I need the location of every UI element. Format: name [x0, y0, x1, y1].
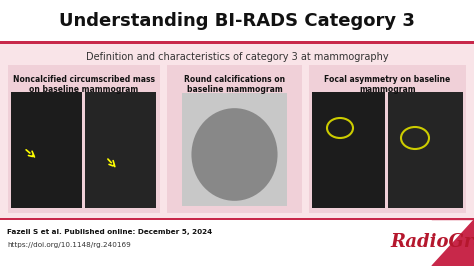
- Bar: [85, 92, 156, 208]
- Text: Definition and characteristics of category 3 at mammography: Definition and characteristics of catego…: [86, 52, 388, 62]
- Bar: [8, 65, 160, 213]
- Text: Focal asymmetry on baseline
mammogram: Focal asymmetry on baseline mammogram: [324, 75, 451, 94]
- Text: RadioGraphics: RadioGraphics: [390, 233, 474, 251]
- Bar: [0, 41, 474, 44]
- Text: Understanding BI-RADS Category 3: Understanding BI-RADS Category 3: [59, 12, 415, 30]
- Bar: [388, 92, 463, 208]
- Text: Noncalcified circumscribed mass
on baseline mammogram: Noncalcified circumscribed mass on basel…: [13, 75, 155, 94]
- Bar: [309, 65, 466, 213]
- Bar: [0, 218, 474, 220]
- Text: https://doi.org/10.1148/rg.240169: https://doi.org/10.1148/rg.240169: [7, 242, 131, 248]
- Text: Round calcifications on
baseline mammogram: Round calcifications on baseline mammogr…: [184, 75, 285, 94]
- Bar: [0, 220, 474, 266]
- Bar: [11, 92, 82, 208]
- Bar: [312, 92, 385, 208]
- Bar: [0, 44, 474, 219]
- Bar: [167, 65, 302, 213]
- Polygon shape: [432, 220, 474, 266]
- Text: Fazeli S et al. Published online: December 5, 2024: Fazeli S et al. Published online: Decemb…: [7, 229, 212, 235]
- Ellipse shape: [191, 108, 278, 201]
- Bar: [182, 93, 287, 206]
- Bar: [0, 0, 474, 42]
